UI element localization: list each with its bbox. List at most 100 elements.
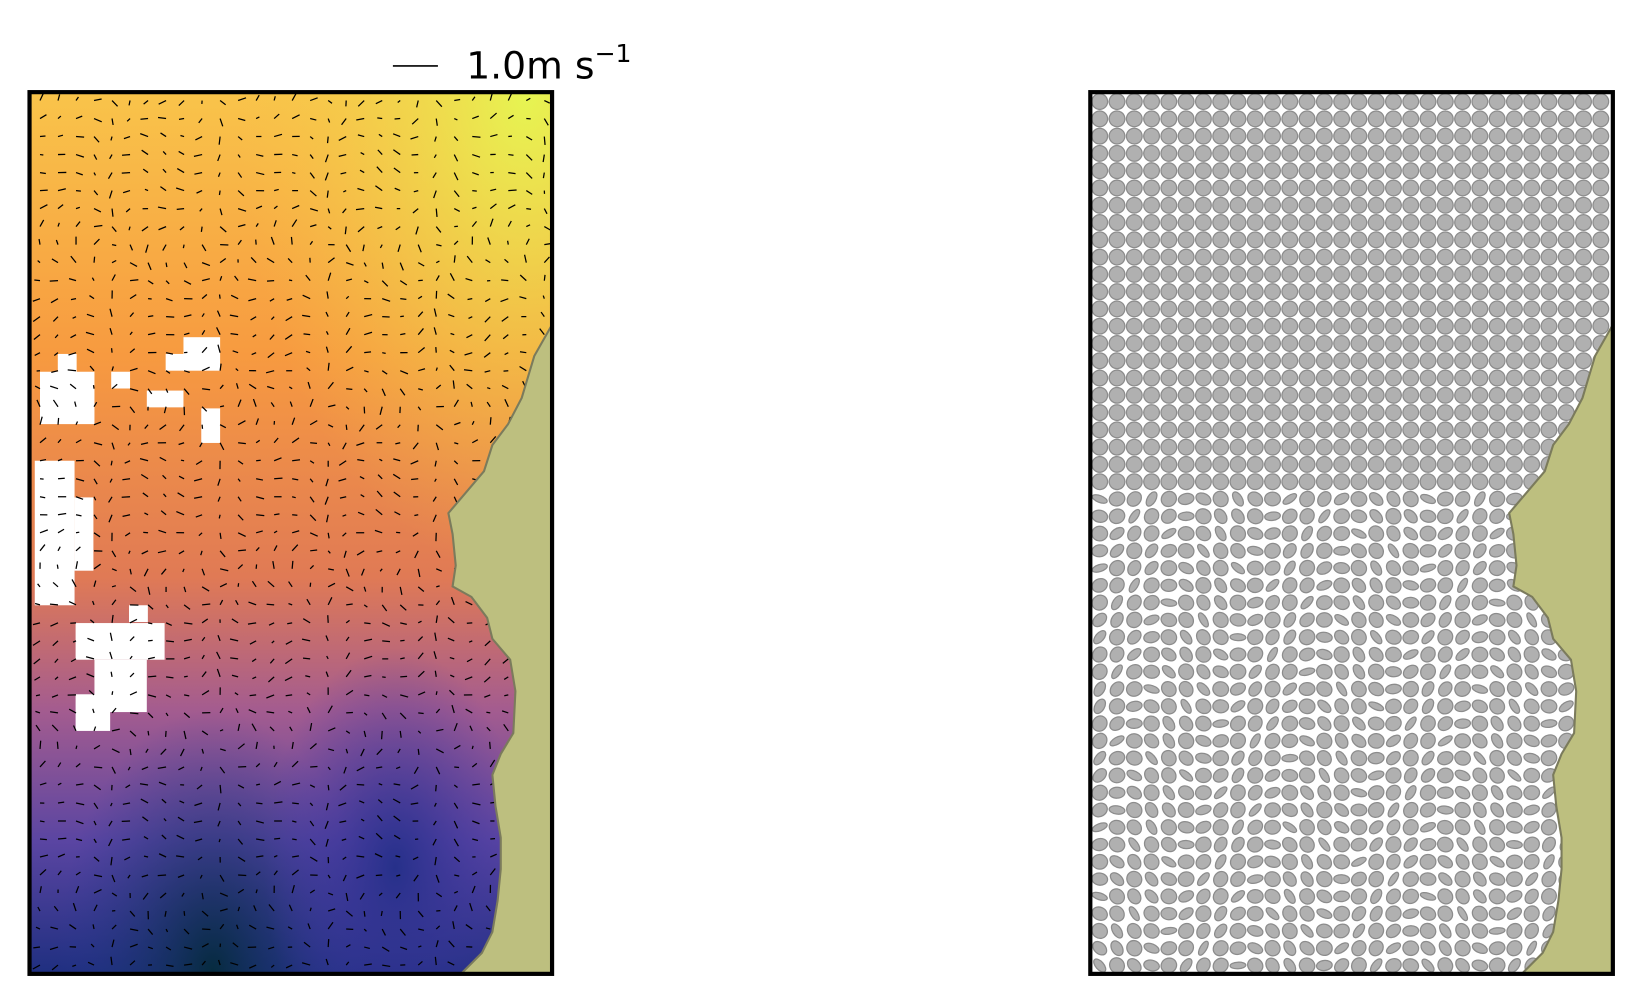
ellipse bbox=[1488, 612, 1506, 627]
ellipse bbox=[1300, 595, 1314, 610]
ellipse bbox=[1264, 768, 1281, 782]
ellipse bbox=[1177, 300, 1195, 318]
ellipse bbox=[1143, 352, 1161, 370]
ellipse bbox=[1385, 595, 1402, 610]
arrow bbox=[454, 874, 460, 877]
ellipse bbox=[1111, 664, 1123, 680]
ellipse bbox=[1367, 214, 1385, 232]
ellipse bbox=[1557, 317, 1575, 335]
arrow bbox=[454, 421, 461, 426]
arrow bbox=[129, 672, 135, 678]
arrow bbox=[306, 598, 311, 606]
arrow bbox=[506, 240, 509, 245]
ellipse bbox=[1299, 888, 1316, 905]
arrow bbox=[327, 597, 333, 606]
arrow bbox=[147, 388, 153, 395]
ellipse bbox=[1402, 248, 1420, 266]
ellipse bbox=[1333, 334, 1351, 352]
arrow bbox=[376, 748, 383, 756]
ellipse bbox=[1367, 283, 1385, 301]
arrow bbox=[544, 226, 552, 231]
ellipse bbox=[1333, 404, 1351, 422]
arrow bbox=[143, 568, 149, 577]
ellipse bbox=[1436, 127, 1454, 145]
ellipse bbox=[1265, 578, 1280, 592]
arrow bbox=[519, 365, 527, 372]
arrow bbox=[417, 311, 424, 318]
arrow bbox=[266, 694, 275, 699]
arrow bbox=[382, 640, 391, 643]
arrow bbox=[140, 133, 149, 138]
arrow bbox=[417, 730, 422, 734]
ellipse bbox=[1488, 906, 1506, 921]
arrow bbox=[237, 838, 244, 845]
ellipse bbox=[1454, 870, 1471, 888]
ellipse bbox=[1264, 179, 1282, 197]
arrow bbox=[543, 136, 546, 145]
arrow bbox=[256, 855, 264, 858]
arrow bbox=[157, 116, 167, 120]
ellipse bbox=[1488, 162, 1506, 180]
arrow bbox=[301, 638, 311, 642]
arrow bbox=[526, 97, 531, 102]
arrow bbox=[453, 802, 459, 809]
arrow bbox=[377, 474, 383, 480]
panel-frame bbox=[27, 90, 555, 976]
ellipse bbox=[1143, 942, 1160, 954]
arrow bbox=[219, 275, 223, 281]
ellipse bbox=[1315, 352, 1333, 370]
ellipse bbox=[1454, 317, 1472, 335]
ellipse bbox=[1229, 421, 1247, 439]
ellipse bbox=[1126, 939, 1143, 957]
ellipse bbox=[1108, 110, 1126, 128]
arrow bbox=[292, 478, 299, 481]
arrow bbox=[57, 546, 61, 552]
arrow bbox=[364, 313, 373, 318]
arrow bbox=[72, 640, 77, 643]
ellipse bbox=[1212, 681, 1230, 697]
arrow bbox=[400, 675, 408, 678]
ellipse bbox=[1421, 698, 1435, 715]
arrow bbox=[52, 640, 59, 647]
arrow bbox=[435, 226, 442, 233]
ellipse bbox=[1266, 646, 1279, 663]
ellipse bbox=[1436, 283, 1454, 301]
arrow bbox=[219, 424, 227, 429]
ellipse bbox=[1436, 352, 1454, 370]
arrow bbox=[376, 550, 383, 553]
arrow bbox=[217, 820, 221, 827]
ellipse bbox=[1557, 127, 1575, 145]
ellipse bbox=[1264, 404, 1282, 422]
arrow bbox=[341, 118, 347, 126]
arrow bbox=[542, 154, 545, 163]
arrow bbox=[238, 442, 246, 445]
arrow bbox=[381, 946, 390, 952]
ellipse bbox=[1523, 334, 1541, 352]
ellipse bbox=[1367, 438, 1385, 456]
arrow bbox=[75, 135, 85, 138]
ellipse bbox=[1557, 93, 1575, 111]
arrow bbox=[395, 226, 401, 231]
ellipse bbox=[1229, 214, 1247, 232]
ellipse bbox=[1301, 525, 1314, 542]
arrow bbox=[302, 314, 311, 318]
arrow bbox=[363, 910, 366, 917]
ellipse bbox=[1402, 940, 1420, 957]
ellipse bbox=[1436, 819, 1454, 835]
ellipse bbox=[1592, 214, 1610, 232]
ellipse bbox=[1437, 646, 1453, 663]
arrow bbox=[309, 136, 314, 140]
ellipse bbox=[1299, 612, 1315, 628]
arrow bbox=[453, 784, 458, 788]
ellipse bbox=[1333, 162, 1351, 180]
arrow bbox=[291, 884, 295, 894]
arrow bbox=[375, 185, 383, 192]
arrow bbox=[147, 332, 156, 336]
ellipse bbox=[1436, 110, 1454, 128]
ellipse bbox=[1488, 265, 1506, 283]
ellipse bbox=[1368, 594, 1385, 611]
ellipse bbox=[1091, 455, 1109, 473]
arrow bbox=[310, 442, 318, 445]
ellipse bbox=[1419, 369, 1437, 387]
ellipse bbox=[1368, 525, 1385, 542]
